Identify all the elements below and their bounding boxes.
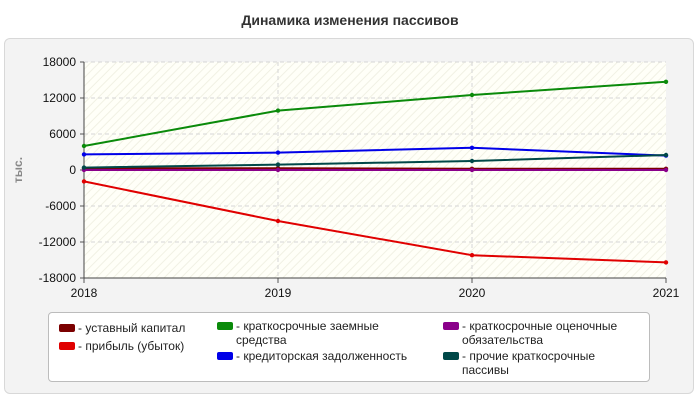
data-point-4 (275, 150, 281, 155)
y-tick-label: 12000 (43, 91, 77, 105)
y-tick-label: 6000 (49, 127, 76, 141)
series-line-3 (83, 80, 667, 147)
legend-item[interactable]: - краткосрочные оценочные обязательства (443, 319, 643, 347)
data-point-2 (469, 253, 475, 258)
legend-swatch (217, 352, 233, 360)
x-tick-label: 2021 (653, 286, 680, 300)
data-point-2 (663, 260, 669, 265)
data-point-2 (275, 218, 281, 224)
x-tick-label: 2018 (71, 286, 98, 300)
data-point-4 (469, 145, 475, 150)
data-point-5 (663, 167, 669, 173)
legend-swatch (443, 322, 459, 330)
data-point-6 (663, 152, 669, 158)
y-tick-label: 18000 (43, 55, 77, 69)
y-tick-label: -18000 (39, 271, 77, 285)
legend-item[interactable]: - уставный капитал (59, 321, 209, 335)
data-point-3 (469, 92, 475, 98)
data-point-2 (81, 179, 87, 184)
series-line-6 (83, 154, 667, 169)
legend-label: - кредиторская задолженность (236, 349, 408, 363)
legend: - уставный капитал - прибыль (убыток) - кр… (48, 312, 650, 382)
x-tick-label: 2020 (459, 286, 486, 300)
series-line-1 (84, 167, 666, 170)
data-point-6 (469, 158, 475, 164)
legend-swatch (217, 322, 233, 330)
series-line-4 (83, 146, 667, 157)
data-point-6 (81, 165, 87, 170)
data-point-5 (469, 167, 475, 173)
legend-label: - прибыль (убыток) (78, 339, 185, 353)
legend-label: - краткосрочные заемные средства (236, 319, 379, 347)
y-tick-label: -6000 (45, 199, 76, 213)
data-point-4 (81, 152, 87, 157)
data-point-6 (275, 162, 281, 167)
legend-label: - прочие краткосрочные пассивы (462, 349, 596, 377)
legend-label: - уставный капитал (78, 321, 186, 335)
legend-item[interactable]: - краткосрочные заемные средства (217, 319, 417, 347)
legend-item[interactable]: - прибыль (убыток) (59, 339, 209, 353)
legend-item[interactable]: - кредиторская задолженность (217, 349, 417, 363)
chart-title: Динамика изменения пассивов (241, 12, 459, 28)
y-tick-label: 0 (69, 163, 76, 177)
series-line-2 (83, 180, 667, 264)
data-point-3 (663, 79, 669, 85)
legend-swatch (443, 352, 459, 360)
x-tick-label: 2019 (265, 286, 292, 300)
data-point-5 (275, 167, 281, 173)
y-axis-label: тыс. (11, 157, 25, 183)
y-tick-label: -12000 (39, 235, 77, 249)
data-point-3 (81, 143, 87, 149)
legend-swatch (59, 342, 75, 350)
legend-swatch (59, 324, 75, 332)
data-point-3 (275, 108, 281, 113)
legend-item[interactable]: - прочие краткосрочные пассивы (443, 349, 643, 377)
legend-label: - краткосрочные оценочные обязательства (462, 319, 618, 347)
